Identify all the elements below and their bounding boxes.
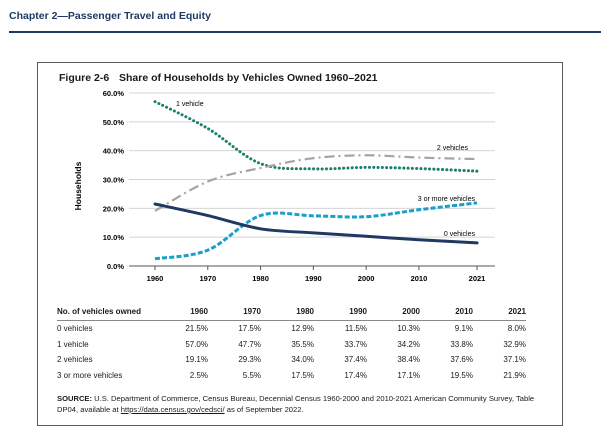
series-label-3-or-more-vehicles: 3 or more vehicles bbox=[418, 196, 476, 203]
table-cell: 33.8% bbox=[450, 339, 473, 349]
x-tick-label: 2021 bbox=[469, 274, 486, 283]
x-tick-label: 2010 bbox=[411, 274, 428, 283]
y-tick-label: 50.0% bbox=[103, 118, 125, 127]
table-cell: 11.5% bbox=[344, 324, 367, 334]
y-tick-label: 0.0% bbox=[107, 262, 124, 271]
table-cell: 1 vehicle bbox=[57, 339, 89, 349]
series-label-2-vehicles: 2 vehicles bbox=[437, 145, 469, 152]
table-cell: 21.5% bbox=[185, 324, 208, 334]
y-tick-label: 40.0% bbox=[103, 147, 125, 156]
table-cell: 3 or more vehicles bbox=[57, 370, 123, 380]
table-cell: 17.1% bbox=[397, 370, 420, 380]
table-cell: 57.0% bbox=[185, 339, 208, 349]
table-cell: 37.6% bbox=[450, 355, 473, 365]
y-axis-ticks: 0.0% 10.0% 20.0% 30.0% 40.0% 50.0% 60.0% bbox=[103, 89, 125, 271]
source-note: SOURCE: U.S. Department of Commerce, Cen… bbox=[57, 393, 547, 415]
table-cell: 37.4% bbox=[344, 355, 367, 365]
series-line-1-vehicle bbox=[153, 100, 479, 173]
series-labels: 1 vehicle 2 vehicles 3 or more vehicles 0 v… bbox=[176, 101, 475, 238]
table-cell: 38.4% bbox=[397, 355, 420, 365]
figure-frame bbox=[37, 62, 563, 426]
y-tick-label: 10.0% bbox=[103, 233, 125, 242]
y-tick-label: 20.0% bbox=[103, 204, 125, 213]
source-text: U.S. Department of Commerce, Census Bure… bbox=[57, 394, 535, 414]
source-label: SOURCE: bbox=[57, 394, 93, 403]
table-cell: 33.7% bbox=[344, 339, 367, 349]
x-tick-label: 2000 bbox=[358, 274, 375, 283]
table-cell: 35.5% bbox=[291, 339, 314, 349]
table-cell: 29.3% bbox=[238, 355, 261, 365]
table-cell: 17.5% bbox=[238, 324, 261, 334]
table-header-cell: 2000 bbox=[367, 303, 420, 321]
chart-series bbox=[153, 100, 479, 261]
table-cell: 32.9% bbox=[503, 339, 526, 349]
y-tick-label: 60.0% bbox=[103, 89, 125, 98]
table-cell: 9.1% bbox=[454, 324, 473, 334]
table-header-row: No. of vehicles owned 1960 1970 1980 199… bbox=[57, 303, 526, 321]
x-tick-label: 1990 bbox=[305, 274, 322, 283]
series-label-1-vehicle: 1 vehicle bbox=[176, 101, 204, 108]
table-cell: 19.1% bbox=[185, 355, 208, 365]
table-row: 0 vehicles 21.5% 17.5% 12.9% 11.5% 10.3%… bbox=[57, 321, 526, 337]
table-cell: 10.3% bbox=[397, 324, 420, 334]
series-line-2-vehicles bbox=[154, 154, 478, 212]
table-cell: 17.4% bbox=[344, 370, 367, 380]
table-header-cell: 1960 bbox=[155, 303, 208, 321]
y-tick-label: 30.0% bbox=[103, 176, 125, 185]
table-cell: 2 vehicles bbox=[57, 355, 93, 365]
table-row: 3 or more vehicles 2.5% 5.5% 17.5% 17.4%… bbox=[57, 368, 526, 384]
series-label-0-vehicles: 0 vehicles bbox=[444, 231, 476, 238]
table-header-cell: 2010 bbox=[420, 303, 473, 321]
table-header-cell: 2021 bbox=[473, 303, 526, 321]
table-cell: 5.5% bbox=[242, 370, 261, 380]
table-header-cell: 1970 bbox=[208, 303, 261, 321]
series-line-3-or-more-vehicles bbox=[154, 201, 478, 261]
series-line-0-vehicles bbox=[153, 202, 479, 245]
chapter-heading: Chapter 2—Passenger Travel and Equity bbox=[9, 10, 211, 22]
table-cell: 8.0% bbox=[507, 324, 526, 334]
x-tick-label: 1970 bbox=[199, 274, 216, 283]
table-row: 2 vehicles 19.1% 29.3% 34.0% 37.4% 38.4%… bbox=[57, 352, 526, 368]
table-cell: 47.7% bbox=[238, 339, 261, 349]
data-table: No. of vehicles owned 1960 1970 1980 199… bbox=[57, 303, 526, 383]
x-axis-ticks: 1960 1970 1980 1990 2000 2010 2021 bbox=[147, 266, 486, 283]
y-axis-label: Households bbox=[73, 161, 83, 210]
source-link[interactable]: https://data.census.gov/cedsci/ bbox=[120, 405, 225, 414]
table-cell: 17.5% bbox=[291, 370, 314, 380]
x-tick-label: 1960 bbox=[147, 274, 164, 283]
table-cell: 19.5% bbox=[450, 370, 473, 380]
table-header-cell: No. of vehicles owned bbox=[57, 303, 155, 321]
table-header-cell: 1980 bbox=[261, 303, 314, 321]
table-cell: 34.2% bbox=[397, 339, 420, 349]
figure-title: Share of Households by Vehicles Owned 19… bbox=[119, 72, 378, 84]
figure-number: Figure 2-6 bbox=[59, 72, 110, 84]
table-cell: 2.5% bbox=[189, 370, 208, 380]
table-cell: 34.0% bbox=[291, 355, 314, 365]
table-cell: 0 vehicles bbox=[57, 324, 93, 334]
table-cell: 21.9% bbox=[503, 370, 526, 380]
table-cell: 37.1% bbox=[503, 355, 526, 365]
table-header-cell: 1990 bbox=[314, 303, 367, 321]
table-cell: 12.9% bbox=[291, 324, 314, 334]
table-row: 1 vehicle 57.0% 47.7% 35.5% 33.7% 34.2% … bbox=[57, 337, 526, 353]
x-tick-label: 1980 bbox=[252, 274, 269, 283]
chapter-divider bbox=[9, 31, 601, 33]
source-suffix: as of September 2022. bbox=[226, 405, 304, 414]
